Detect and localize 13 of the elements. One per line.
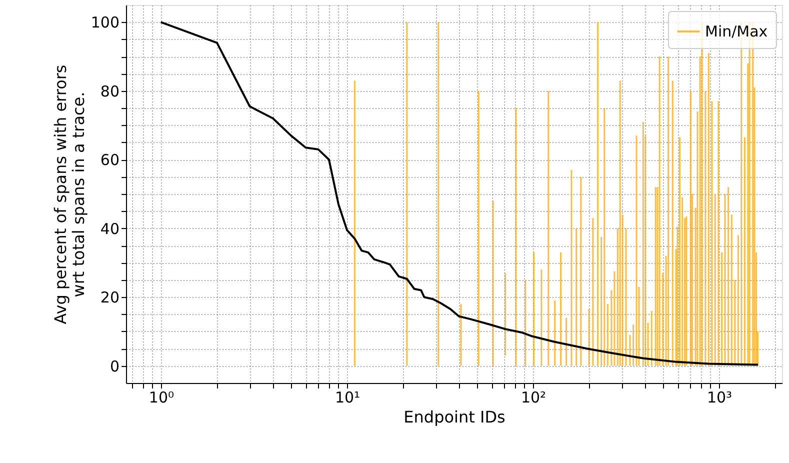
y-tick-label: 80 <box>100 82 120 100</box>
x-tick-label: 10³ <box>706 388 732 406</box>
legend-label: Min/Max <box>705 22 768 40</box>
y-tick-label: 0 <box>110 357 120 376</box>
y-tick-label: 20 <box>100 288 120 307</box>
y-axis-title: Avg percent of spans with errors wrt total spans in a trace. <box>50 64 88 324</box>
y-tick-label: 60 <box>100 151 120 170</box>
x-tick-label: 10² <box>520 388 546 406</box>
y-tick-label: 100 <box>90 14 120 32</box>
y-tick-label: 40 <box>100 220 120 238</box>
x-tick-label: 10¹ <box>334 388 360 406</box>
x-axis-title: Endpoint IDs <box>404 408 506 426</box>
x-tick-label: 10⁰ <box>148 388 174 406</box>
